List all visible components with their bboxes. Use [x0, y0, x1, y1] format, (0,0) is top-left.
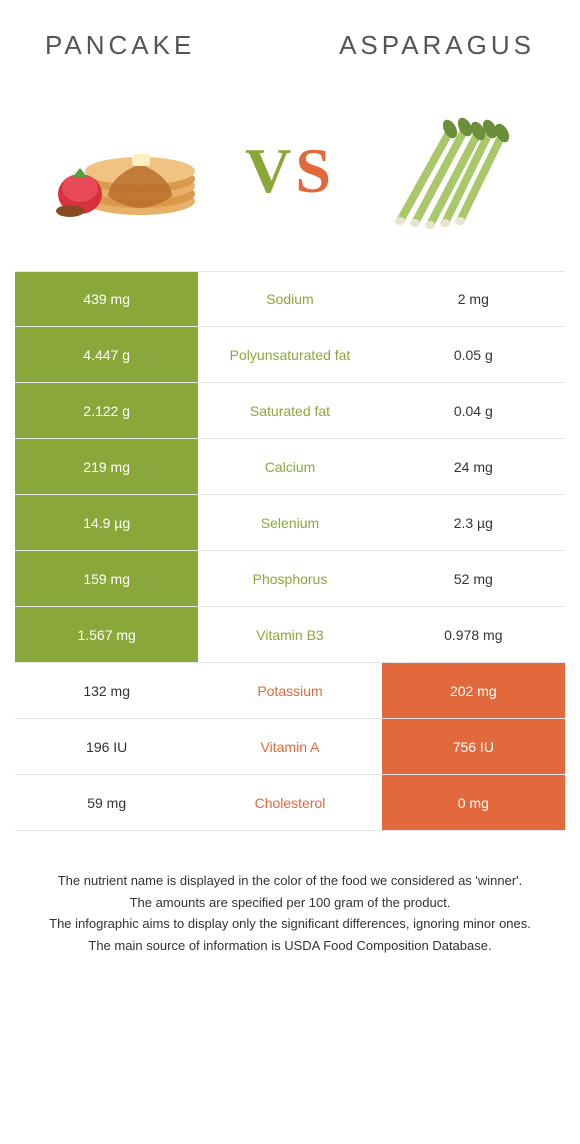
left-title: PANCAKE — [45, 30, 195, 61]
table-row: 4.447 gPolyunsaturated fat0.05 g — [15, 327, 565, 383]
nutrient-label: Phosphorus — [198, 551, 381, 606]
footnote-line: The main source of information is USDA F… — [35, 936, 545, 956]
left-value: 59 mg — [15, 775, 198, 830]
nutrient-label: Potassium — [198, 663, 381, 718]
nutrient-label: Vitamin A — [198, 719, 381, 774]
table-row: 159 mgPhosphorus52 mg — [15, 551, 565, 607]
right-value: 756 IU — [382, 719, 565, 774]
left-value: 219 mg — [15, 439, 198, 494]
footnote-line: The infographic aims to display only the… — [35, 914, 545, 934]
table-row: 1.567 mgVitamin B30.978 mg — [15, 607, 565, 663]
footnote-line: The amounts are specified per 100 gram o… — [35, 893, 545, 913]
pancake-image — [15, 111, 245, 231]
right-value: 0 mg — [382, 775, 565, 830]
left-value: 196 IU — [15, 719, 198, 774]
footnotes: The nutrient name is displayed in the co… — [15, 831, 565, 955]
table-row: 2.122 gSaturated fat0.04 g — [15, 383, 565, 439]
nutrient-label: Polyunsaturated fat — [198, 327, 381, 382]
titles-row: PANCAKE ASPARAGUS — [15, 20, 565, 91]
nutrient-label: Sodium — [198, 272, 381, 326]
left-value: 2.122 g — [15, 383, 198, 438]
nutrient-label: Calcium — [198, 439, 381, 494]
left-value: 132 mg — [15, 663, 198, 718]
left-value: 4.447 g — [15, 327, 198, 382]
right-value: 202 mg — [382, 663, 565, 718]
table-row: 219 mgCalcium24 mg — [15, 439, 565, 495]
nutrient-label: Saturated fat — [198, 383, 381, 438]
table-row: 439 mgSodium2 mg — [15, 271, 565, 327]
vs-row: VS — [15, 91, 565, 271]
left-value: 159 mg — [15, 551, 198, 606]
right-value: 2.3 µg — [382, 495, 565, 550]
left-value: 14.9 µg — [15, 495, 198, 550]
footnote-line: The nutrient name is displayed in the co… — [35, 871, 545, 891]
right-value: 24 mg — [382, 439, 565, 494]
right-value: 52 mg — [382, 551, 565, 606]
table-row: 14.9 µgSelenium2.3 µg — [15, 495, 565, 551]
nutrient-label: Cholesterol — [198, 775, 381, 830]
left-value: 1.567 mg — [15, 607, 198, 662]
table-row: 132 mgPotassium202 mg — [15, 663, 565, 719]
nutrient-label: Vitamin B3 — [198, 607, 381, 662]
left-value: 439 mg — [15, 272, 198, 326]
nutrient-table: 439 mgSodium2 mg4.447 gPolyunsaturated f… — [15, 271, 565, 831]
table-row: 59 mgCholesterol0 mg — [15, 775, 565, 831]
right-value: 2 mg — [382, 272, 565, 326]
table-row: 196 IUVitamin A756 IU — [15, 719, 565, 775]
asparagus-image — [335, 111, 565, 231]
right-value: 0.978 mg — [382, 607, 565, 662]
vs-v: V — [245, 135, 295, 206]
right-title: ASPARAGUS — [339, 30, 535, 61]
right-value: 0.05 g — [382, 327, 565, 382]
vs-label: VS — [245, 134, 335, 208]
vs-s: S — [295, 135, 335, 206]
right-value: 0.04 g — [382, 383, 565, 438]
nutrient-label: Selenium — [198, 495, 381, 550]
